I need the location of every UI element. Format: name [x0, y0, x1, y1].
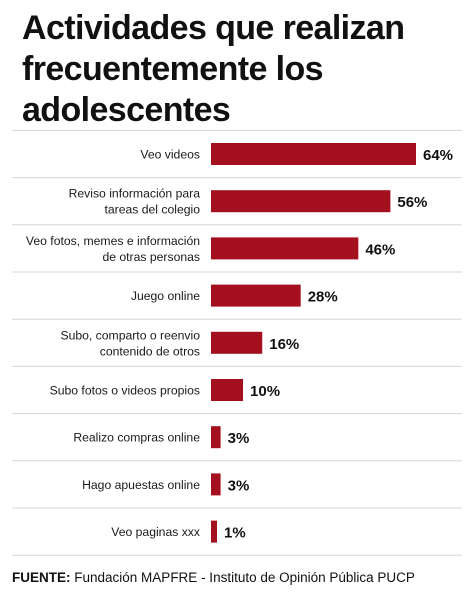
category-label: Reviso información para tareas del colegi… — [69, 187, 201, 217]
category-label: Veo fotos, memes e información de otras p… — [26, 234, 200, 264]
category-label: Subo, comparto o reenvio contenido de otr… — [60, 328, 200, 358]
value-label: 56% — [397, 194, 427, 211]
chart-title: Actividades que realizan frecuentemente … — [22, 9, 405, 129]
bar — [211, 190, 391, 213]
value-label: 3% — [228, 430, 250, 447]
bar — [211, 520, 217, 543]
bar — [211, 379, 244, 401]
value-label: 46% — [365, 241, 395, 258]
bar — [211, 331, 263, 354]
source-note: FUENTE: Fundación MAPFRE - Instituto de … — [12, 570, 415, 585]
bar-chart: 64% Veo videos 56% Reviso información para t… — [12, 129, 462, 556]
category-label: Juego online — [131, 289, 200, 303]
source-label: FUENTE: — [12, 570, 71, 585]
bar — [211, 237, 359, 260]
source-text: Fundación MAPFRE - Instituto de Opinión … — [74, 570, 415, 585]
bar — [211, 473, 221, 496]
value-label: 1% — [224, 525, 246, 542]
value-label: 3% — [228, 477, 250, 494]
value-label: 10% — [250, 383, 280, 400]
category-label: Veo paginas xxx — [111, 525, 200, 539]
category-label: Subo fotos o videos propios — [50, 384, 200, 398]
bar — [211, 284, 301, 307]
value-label: 16% — [269, 336, 299, 353]
bar — [211, 143, 416, 165]
bar — [211, 426, 221, 449]
category-label: Realizo compras online — [73, 431, 200, 445]
value-label: 28% — [308, 289, 338, 306]
category-label: Hago apuestas online — [82, 478, 200, 492]
category-label: Veo videos — [140, 148, 200, 162]
value-label: 64% — [423, 147, 453, 164]
